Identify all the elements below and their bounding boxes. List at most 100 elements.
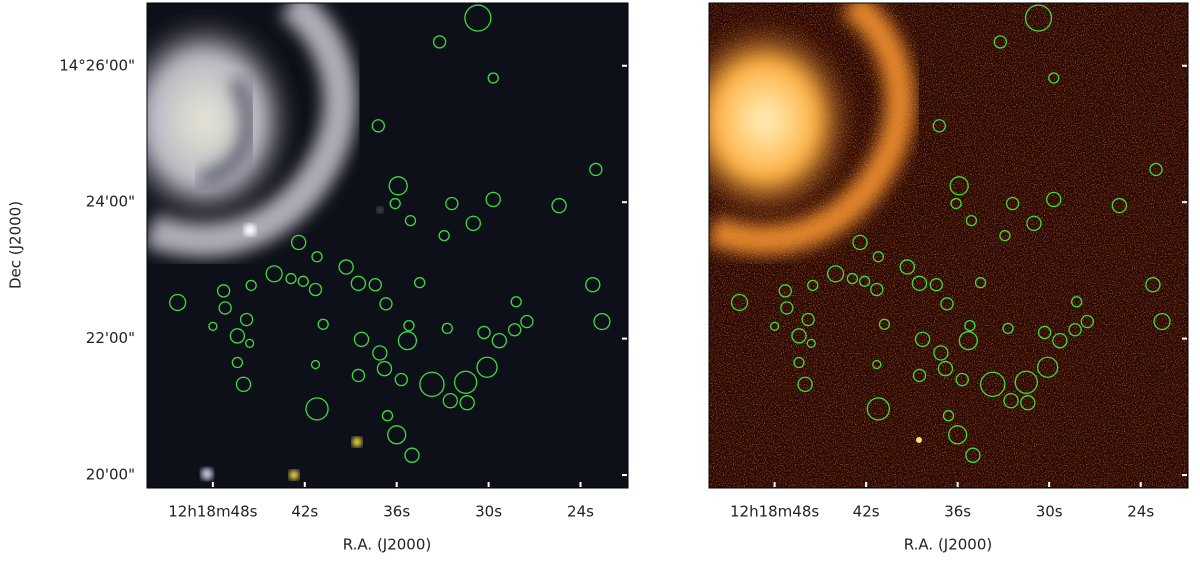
source-aperture: [807, 279, 819, 292]
source-aperture: [589, 162, 603, 177]
source-aperture: [397, 331, 418, 351]
y-axis-label: Dec (J2000): [7, 201, 25, 289]
source-aperture: [1046, 191, 1062, 208]
x-tick-label: 30s: [475, 503, 502, 521]
x-tick-label: 12h18m48s: [730, 503, 819, 521]
source-aperture: [1068, 323, 1082, 337]
source-aperture: [218, 301, 232, 315]
source-aperture: [852, 234, 868, 251]
y-tick-label: 20'00": [86, 466, 135, 484]
source-aperture: [827, 265, 845, 283]
source-aperture: [311, 251, 323, 263]
source-aperture: [1048, 72, 1060, 84]
source-aperture: [231, 356, 244, 369]
x-tick-label: 30s: [1036, 503, 1063, 521]
source-aperture: [297, 275, 309, 287]
source-aperture: [477, 325, 491, 340]
source-aperture: [801, 312, 815, 327]
source-aperture: [1005, 196, 1020, 211]
source-aperture: [379, 297, 393, 311]
source-aperture: [911, 275, 928, 292]
source-aperture: [872, 251, 884, 263]
source-aperture: [404, 447, 420, 463]
source-aperture: [769, 321, 780, 331]
x-tick-label: 36s: [944, 503, 971, 521]
source-aperture: [1037, 325, 1052, 340]
source-aperture: [510, 296, 522, 308]
source-aperture: [404, 214, 417, 227]
x-tick-label: 42s: [853, 503, 880, 521]
source-aperture: [1080, 314, 1094, 329]
x-axis-label: R.A. (J2000): [343, 536, 432, 554]
source-aperture: [476, 356, 498, 378]
source-aperture: [465, 215, 481, 232]
source-aperture: [778, 284, 792, 298]
source-aperture: [351, 368, 366, 383]
source-aperture: [870, 282, 884, 297]
source-aperture: [1037, 356, 1059, 378]
source-aperture: [955, 372, 969, 387]
source-aperture: [899, 259, 916, 275]
source-aperture: [438, 229, 450, 242]
source-aperture: [169, 293, 187, 312]
source-aperture: [964, 319, 976, 332]
source-aperture: [933, 345, 949, 361]
source-aperture: [965, 214, 978, 227]
source-aperture: [368, 278, 382, 292]
source-aperture: [932, 119, 947, 133]
source-aperture: [285, 272, 297, 285]
source-aperture: [866, 397, 891, 421]
frame: [708, 2, 1189, 489]
source-aperture: [459, 395, 475, 411]
source-aperture: [1111, 197, 1128, 214]
source-aperture: [381, 410, 394, 422]
source-aperture: [937, 360, 954, 377]
source-aperture: [1052, 332, 1068, 349]
source-aperture: [1153, 312, 1171, 331]
x-axis-label: R.A. (J2000): [904, 536, 993, 554]
source-aperture: [929, 278, 943, 292]
source-aperture: [1149, 162, 1163, 177]
source-aperture: [948, 425, 968, 445]
source-aperture: [441, 322, 453, 335]
source-aperture: [239, 312, 254, 327]
source-aperture: [245, 279, 257, 292]
source-aperture: [858, 275, 871, 287]
x-tick-label: 24s: [567, 503, 594, 521]
source-aperture: [593, 312, 611, 331]
x-tick-label: 36s: [383, 503, 410, 521]
source-aperture: [780, 301, 794, 315]
source-aperture: [872, 359, 882, 370]
source-aperture: [387, 425, 407, 445]
source-aperture: [442, 392, 459, 409]
source-aperture: [1024, 4, 1053, 32]
source-aperture: [491, 332, 508, 349]
source-aperture: [958, 331, 978, 351]
source-aperture: [376, 360, 393, 377]
source-aperture: [432, 35, 447, 49]
source-aperture: [806, 338, 816, 349]
source-aperture: [290, 234, 307, 251]
source-aperture: [846, 272, 859, 285]
source-aperture: [487, 72, 499, 84]
source-aperture: [317, 318, 329, 330]
source-aperture: [914, 331, 931, 347]
y-tick-label: 24'00": [86, 193, 135, 211]
source-aperture: [974, 277, 987, 289]
source-aperture: [445, 196, 459, 211]
source-aperture: [371, 119, 385, 133]
source-aperture: [338, 259, 354, 275]
source-aperture: [730, 293, 749, 312]
source-aperture: [389, 197, 401, 210]
x-tick-label: 24s: [1127, 503, 1154, 521]
optical-image: [147, 3, 628, 488]
source-aperture: [1020, 395, 1036, 411]
source-aperture: [912, 368, 927, 383]
source-aperture: [507, 323, 522, 337]
source-aperture: [308, 282, 323, 297]
source-aperture: [791, 328, 807, 344]
source-aperture: [878, 318, 891, 330]
y-tick-label: 22'00": [86, 329, 135, 347]
source-aperture: [394, 372, 408, 387]
